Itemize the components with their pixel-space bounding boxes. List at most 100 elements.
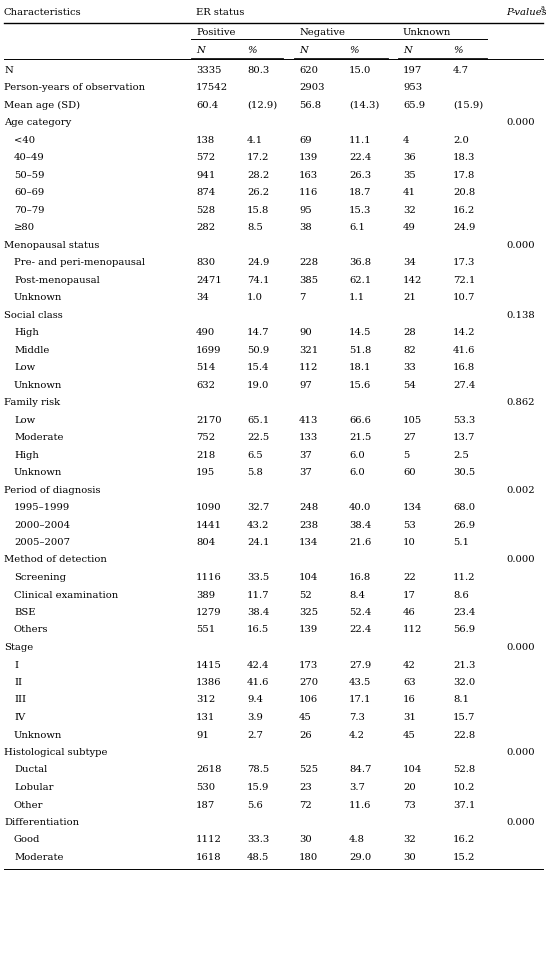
Text: ≥80: ≥80	[14, 223, 35, 232]
Text: 65.9: 65.9	[403, 101, 425, 109]
Text: III: III	[14, 696, 26, 704]
Text: 1112: 1112	[196, 835, 222, 845]
Text: %: %	[349, 45, 359, 55]
Text: 54: 54	[403, 380, 416, 390]
Text: Age category: Age category	[4, 118, 71, 127]
Text: 112: 112	[403, 626, 423, 634]
Text: 2170: 2170	[196, 416, 222, 424]
Text: 34: 34	[403, 258, 416, 267]
Text: Unknown: Unknown	[14, 731, 62, 740]
Text: 30.5: 30.5	[453, 468, 475, 477]
Text: Clinical examination: Clinical examination	[14, 590, 118, 600]
Text: 620: 620	[299, 65, 318, 75]
Text: 15.6: 15.6	[349, 380, 371, 390]
Text: 17: 17	[403, 590, 416, 600]
Text: 10.7: 10.7	[453, 293, 476, 302]
Text: 45: 45	[299, 713, 312, 722]
Text: 52: 52	[299, 590, 312, 600]
Text: Menopausal status: Menopausal status	[4, 240, 99, 249]
Text: 131: 131	[196, 713, 215, 722]
Text: 16.2: 16.2	[453, 835, 475, 845]
Text: 1415: 1415	[196, 660, 222, 670]
Text: 1.0: 1.0	[247, 293, 263, 302]
Text: 78.5: 78.5	[247, 765, 269, 774]
Text: 15.8: 15.8	[247, 206, 269, 215]
Text: (14.3): (14.3)	[349, 101, 379, 109]
Text: 104: 104	[403, 765, 423, 774]
Text: 0.000: 0.000	[506, 118, 535, 127]
Text: 197: 197	[403, 65, 422, 75]
Text: 56.8: 56.8	[299, 101, 321, 109]
Text: 66.6: 66.6	[349, 416, 371, 424]
Text: 60–69: 60–69	[14, 188, 44, 197]
Text: 17.1: 17.1	[349, 696, 371, 704]
Text: 0.862: 0.862	[506, 398, 535, 407]
Text: 24.1: 24.1	[247, 538, 270, 547]
Text: Positive: Positive	[196, 28, 235, 36]
Text: N: N	[299, 45, 308, 55]
Text: 40–49: 40–49	[14, 153, 45, 162]
Text: ER status: ER status	[196, 8, 245, 16]
Text: 16.5: 16.5	[247, 626, 269, 634]
Text: 30: 30	[403, 853, 416, 862]
Text: 0.000: 0.000	[506, 818, 535, 827]
Text: 0.000: 0.000	[506, 240, 535, 249]
Text: 139: 139	[299, 626, 318, 634]
Text: 27.4: 27.4	[453, 380, 476, 390]
Text: Moderate: Moderate	[14, 853, 63, 862]
Text: 11.7: 11.7	[247, 590, 270, 600]
Text: 43.5: 43.5	[349, 678, 371, 687]
Text: 42: 42	[403, 660, 416, 670]
Text: 116: 116	[299, 188, 318, 197]
Text: 29.0: 29.0	[349, 853, 371, 862]
Text: 36.8: 36.8	[349, 258, 371, 267]
Text: 36: 36	[403, 153, 416, 162]
Text: 37.1: 37.1	[453, 801, 476, 810]
Text: Social class: Social class	[4, 310, 63, 320]
Text: 34: 34	[196, 293, 209, 302]
Text: Stage: Stage	[4, 643, 33, 652]
Text: 26.2: 26.2	[247, 188, 269, 197]
Text: 6.1: 6.1	[349, 223, 365, 232]
Text: 7: 7	[299, 293, 305, 302]
Text: 4: 4	[403, 135, 410, 145]
Text: 572: 572	[196, 153, 215, 162]
Text: Unknown: Unknown	[14, 293, 62, 302]
Text: 528: 528	[196, 206, 215, 215]
Text: 5.6: 5.6	[247, 801, 263, 810]
Text: 17.3: 17.3	[453, 258, 476, 267]
Text: Period of diagnosis: Period of diagnosis	[4, 486, 100, 494]
Text: Family risk: Family risk	[4, 398, 60, 407]
Text: 37: 37	[299, 468, 312, 477]
Text: 82: 82	[403, 346, 416, 354]
Text: 18.3: 18.3	[453, 153, 476, 162]
Text: 73: 73	[403, 801, 416, 810]
Text: 20: 20	[403, 783, 416, 792]
Text: Ductal: Ductal	[14, 765, 48, 774]
Text: 16: 16	[403, 696, 416, 704]
Text: 23: 23	[299, 783, 312, 792]
Text: 70–79: 70–79	[14, 206, 45, 215]
Text: 15.0: 15.0	[349, 65, 371, 75]
Text: 14.2: 14.2	[453, 328, 476, 337]
Text: 413: 413	[299, 416, 318, 424]
Text: BSE: BSE	[14, 608, 35, 617]
Text: 282: 282	[196, 223, 215, 232]
Text: 312: 312	[196, 696, 215, 704]
Text: 1386: 1386	[196, 678, 222, 687]
Text: 38.4: 38.4	[247, 608, 269, 617]
Text: 65.1: 65.1	[247, 416, 269, 424]
Text: 4.2: 4.2	[349, 731, 365, 740]
Text: 14.7: 14.7	[247, 328, 270, 337]
Text: 2.7: 2.7	[247, 731, 263, 740]
Text: 24.9: 24.9	[247, 258, 269, 267]
Text: 13.7: 13.7	[453, 433, 476, 442]
Text: 41: 41	[403, 188, 416, 197]
Text: (15.9): (15.9)	[453, 101, 483, 109]
Text: 23.4: 23.4	[453, 608, 476, 617]
Text: -values: -values	[512, 8, 546, 16]
Text: 632: 632	[196, 380, 215, 390]
Text: Screening: Screening	[14, 573, 66, 582]
Text: 0.000: 0.000	[506, 556, 535, 564]
Text: 0.002: 0.002	[506, 486, 535, 494]
